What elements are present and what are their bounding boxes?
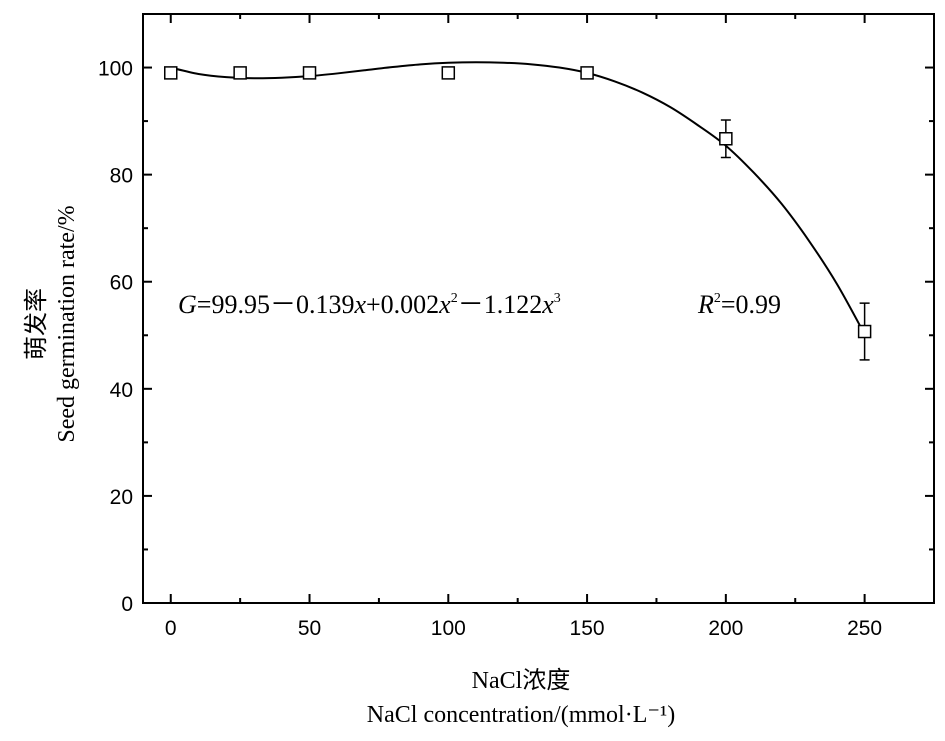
equation-annotation: G=99.95－0.139x+0.002x2－1.122x3 bbox=[178, 290, 561, 319]
data-point bbox=[719, 132, 733, 146]
x-tick-label: 50 bbox=[298, 617, 321, 640]
x-axis-title-en: NaCl concentration/(mmol·L⁻¹) bbox=[367, 702, 675, 728]
x-tick-label: 250 bbox=[847, 617, 882, 640]
plot-frame bbox=[142, 13, 935, 604]
tick-labels: 0 50 100 150 200 250 0 20 40 60 80 100 bbox=[98, 58, 882, 640]
r-squared-annotation: R2=0.99 bbox=[697, 290, 781, 319]
data-point bbox=[441, 66, 456, 80]
y-tick-label: 60 bbox=[110, 272, 133, 295]
data-point bbox=[857, 324, 872, 339]
equation-exp2: 2 bbox=[451, 291, 458, 306]
error-bars bbox=[720, 119, 870, 361]
y-axis-title-cn: 萌发率 bbox=[23, 288, 50, 360]
y-tick-label: 20 bbox=[110, 486, 133, 509]
equation-var-g: G bbox=[178, 290, 197, 319]
y-tick-label: 40 bbox=[110, 379, 133, 402]
equation-term3: －1.122 bbox=[458, 290, 543, 319]
data-markers bbox=[164, 66, 872, 339]
equation-var-x2: x bbox=[438, 290, 451, 319]
data-point bbox=[580, 66, 594, 80]
data-point bbox=[302, 66, 317, 80]
x-tick-label: 100 bbox=[431, 617, 466, 640]
x-tick-label: 150 bbox=[570, 617, 605, 640]
equation-var-x1: x bbox=[353, 290, 366, 319]
data-point bbox=[164, 66, 178, 80]
y-tick-label: 80 bbox=[110, 165, 133, 188]
equation-const: =99.95－0.139 bbox=[197, 290, 355, 319]
equation-exp3: 3 bbox=[554, 291, 561, 306]
x-axis-title-cn: NaCl浓度 bbox=[472, 667, 571, 694]
r2-exp: 2 bbox=[714, 291, 721, 306]
equation-term2: +0.002 bbox=[366, 290, 439, 319]
y-tick-label: 0 bbox=[121, 593, 133, 616]
data-point bbox=[233, 66, 247, 80]
y-tick-label: 100 bbox=[98, 58, 133, 81]
equation-var-x3: x bbox=[541, 290, 554, 319]
x-tick-label: 0 bbox=[165, 617, 177, 640]
r2-value: =0.99 bbox=[721, 290, 781, 319]
axis-ticks bbox=[143, 14, 934, 604]
y-axis-title-en: Seed germination rate/% bbox=[54, 205, 80, 442]
fit-curve bbox=[170, 61, 866, 335]
r2-var: R bbox=[697, 290, 714, 319]
x-tick-label: 200 bbox=[708, 617, 743, 640]
